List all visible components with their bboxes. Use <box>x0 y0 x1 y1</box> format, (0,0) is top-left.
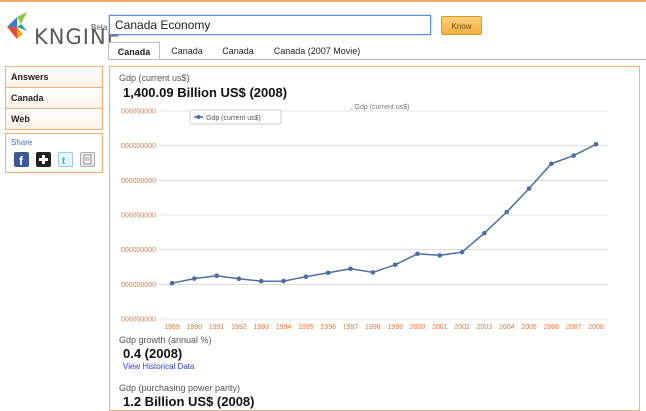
x-tick-label: 2003 <box>477 324 493 331</box>
y-tick-label: 000000000 <box>121 213 156 220</box>
y-tick-label: 000000000 <box>121 317 156 324</box>
ppp-label: Gdp (purchasing power parity) <box>119 383 241 393</box>
y-tick-label: 000000000 <box>121 247 156 254</box>
x-tick-label: 1993 <box>253 324 269 331</box>
tab-canada-2[interactable]: Canada <box>171 46 203 56</box>
x-tick-label: 2001 <box>432 324 448 331</box>
tab-divider <box>108 59 646 60</box>
chart-x-ticks: 1989 1990 1991 1992 1993 1994 1995 1996 1997 1998… <box>164 324 604 331</box>
answer-panel: Gdp (current us$) 1,400.09 Billion US$ (… <box>109 66 640 411</box>
gdp-value: 1,400.09 Billion US$ (2008) <box>123 85 288 100</box>
data-point[interactable] <box>593 141 599 147</box>
facebook-icon[interactable]: f <box>14 152 29 168</box>
data-point[interactable] <box>214 273 219 279</box>
data-point[interactable] <box>169 280 175 286</box>
logo-icon <box>7 12 27 39</box>
y-tick-label: 000000000 <box>121 282 156 289</box>
data-point[interactable] <box>370 270 376 275</box>
data-point[interactable] <box>325 270 331 276</box>
svg-text:f: f <box>19 154 24 167</box>
x-tick-label: 1997 <box>343 324 359 331</box>
x-tick-label: 2005 <box>521 324 537 331</box>
search-input[interactable] <box>109 15 431 35</box>
data-point[interactable] <box>281 278 286 284</box>
x-tick-label: 1996 <box>320 324 336 331</box>
x-tick-label: 1989 <box>164 324 180 331</box>
data-point[interactable] <box>348 266 353 272</box>
share-label: Share <box>11 138 33 147</box>
x-tick-label: 1992 <box>231 324 247 331</box>
data-point[interactable] <box>526 186 532 191</box>
x-tick-label: 1999 <box>387 324 403 331</box>
data-point[interactable] <box>482 230 487 236</box>
top-accent-line <box>0 0 646 2</box>
sidebar-item-answers[interactable]: Answers <box>6 67 102 88</box>
gdp-chart: , Gdp (current us$) 00000000000000000000… <box>121 104 608 331</box>
chart-y-ticks: 000000000 000000000 000000000 000000000 0000… <box>121 109 156 324</box>
tab-canada-movie[interactable]: Canada (2007 Movie) <box>273 46 361 56</box>
view-historical-data-link[interactable]: View Historical Data <box>123 362 195 371</box>
data-point[interactable] <box>192 276 197 281</box>
x-tick-label: 1994 <box>276 324 292 331</box>
share-box: Share f t <box>5 133 103 173</box>
x-tick-label: 1991 <box>209 324 225 331</box>
data-point[interactable] <box>549 161 554 167</box>
data-point[interactable] <box>459 249 465 255</box>
share-page-icon[interactable] <box>80 152 95 167</box>
y-tick-label: 000000000 <box>121 178 156 185</box>
gdp-growth-value: 0.4 (2008) <box>123 346 183 361</box>
data-point[interactable] <box>415 251 420 257</box>
data-point[interactable] <box>303 274 309 280</box>
beta-label: Beta <box>91 23 108 32</box>
data-point[interactable] <box>258 278 264 284</box>
y-tick-label: 000000000 <box>121 143 156 150</box>
logo-text: KNGINE <box>34 25 121 49</box>
data-point[interactable] <box>437 253 443 258</box>
result-tabs: Canada Canada Canada Canada (2007 Movie) <box>108 42 646 60</box>
tab-canada-3[interactable]: Canada <box>222 46 254 56</box>
x-tick-label: 1990 <box>187 324 203 331</box>
x-tick-label: 1998 <box>365 324 381 331</box>
x-tick-label: 2007 <box>566 324 582 331</box>
x-tick-label: 2006 <box>544 324 560 331</box>
chart-title: , Gdp (current us$) <box>351 104 410 111</box>
x-tick-label: 1995 <box>298 324 314 331</box>
data-point[interactable] <box>504 209 510 215</box>
sidebar-item-web[interactable]: Web <box>6 109 102 129</box>
x-tick-label: 2002 <box>454 324 470 331</box>
tab-canada-1[interactable]: Canada <box>108 42 160 60</box>
ppp-value: 1.2 Billion US$ (2008) <box>123 394 255 409</box>
data-point[interactable] <box>571 153 576 158</box>
data-point[interactable] <box>392 262 398 268</box>
x-tick-label: 2000 <box>410 324 426 331</box>
kngine-logo[interactable]: KNGINE Beta <box>5 10 120 50</box>
gdp-label: Gdp (current us$) <box>119 73 190 83</box>
chart-points <box>169 141 599 286</box>
data-point[interactable] <box>236 276 242 282</box>
gdp-growth-label: Gdp growth (annual %) <box>119 335 212 345</box>
series-line-gdp <box>171 143 597 284</box>
legend-label: Gdp (current us$) <box>206 115 261 122</box>
sidebar-item-canada[interactable]: Canada <box>6 88 102 109</box>
sidebar-nav: Answers Canada Web <box>5 66 103 130</box>
chart-grid <box>158 110 608 320</box>
x-tick-label: 2004 <box>499 324 515 331</box>
svg-text:t: t <box>62 156 66 166</box>
know-button[interactable]: Know <box>441 16 482 35</box>
chart-legend: Gdp (current us$) <box>189 109 282 125</box>
y-tick-label: 000000000 <box>121 109 156 116</box>
twitter-icon[interactable]: t <box>58 152 73 167</box>
add-this-icon[interactable] <box>36 152 51 167</box>
x-tick-label: 2008 <box>588 324 604 331</box>
